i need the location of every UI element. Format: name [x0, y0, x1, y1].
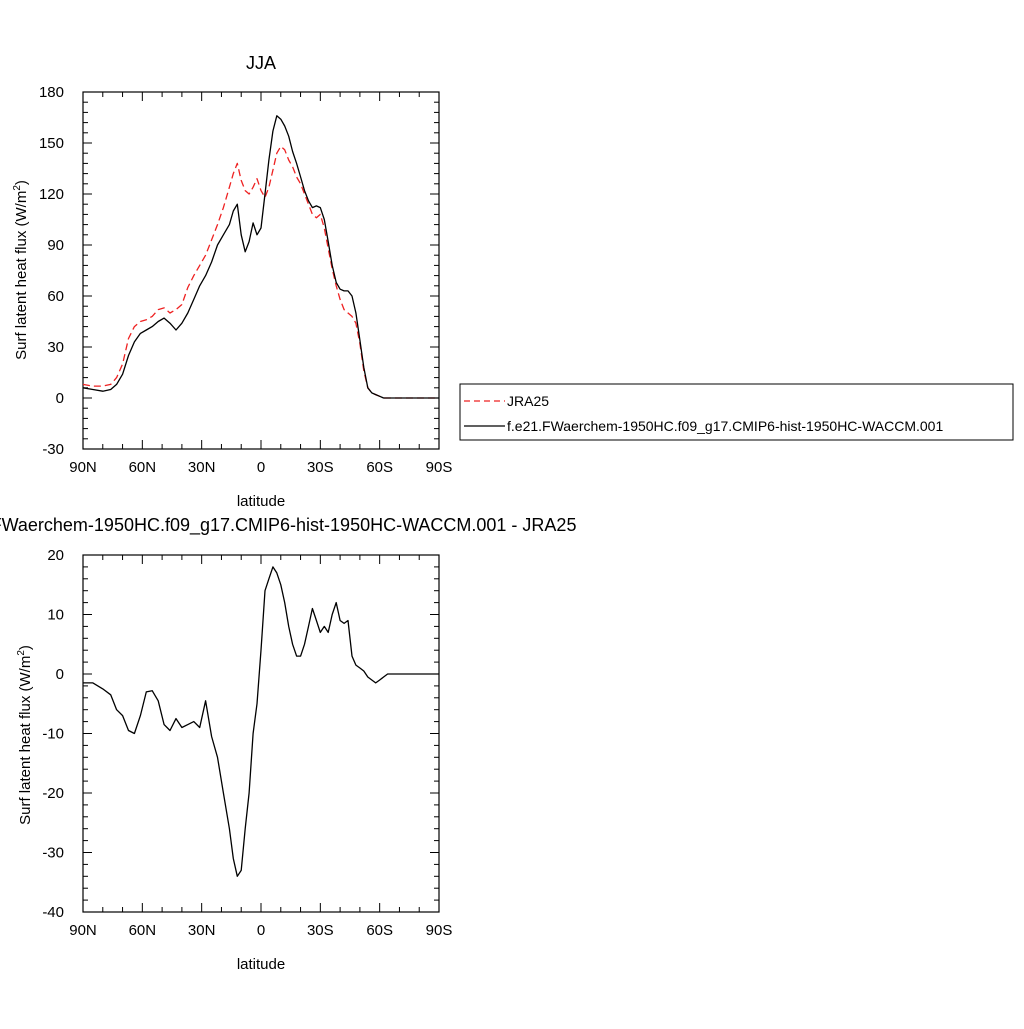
top-y-axis-label: Surf latent heat flux (W/m2) — [12, 180, 30, 360]
bottom-y-tick-label: -30 — [42, 845, 64, 862]
top-x-tick-label: 60N — [129, 459, 157, 476]
top-x-axis-label: latitude — [237, 493, 285, 510]
bottom-y-tick-label: 20 — [47, 547, 64, 564]
top-y-tick-label: 0 — [56, 390, 64, 407]
top-y-axis-label-tail: ) — [13, 180, 30, 185]
top-y-tick-label: 180 — [39, 84, 64, 101]
top-series-line-1 — [82, 115, 439, 399]
top-y-tick-label: 150 — [39, 135, 64, 152]
top-y-tick-label: 90 — [47, 237, 64, 254]
bottom-series-line-0 — [83, 566, 439, 877]
top-series-line-0 — [82, 145, 439, 399]
top-y-axis-label-main: Surf latent heat flux (W/m — [13, 191, 30, 360]
bottom-x-tick-label: 30S — [307, 922, 334, 939]
top-y-axis-label-sup: 2 — [12, 185, 23, 191]
legend-label-jra25: JRA25 — [507, 393, 549, 409]
bottom-plot-frame — [82, 554, 440, 913]
bottom-y-axis-label-tail: ) — [17, 645, 34, 650]
top-x-tick-label: 90N — [69, 459, 97, 476]
top-chart-title: JJA — [246, 53, 276, 73]
bottom-y-axis-label: Surf latent heat flux (W/m2) — [16, 645, 34, 825]
top-chart-panel: JJA 90N 60N 30N 0 30S 60S 90S -30 0 30 60 90 120 150 1… — [12, 53, 452, 510]
top-y-tick-label: -30 — [42, 441, 64, 458]
bottom-y-tick-label: -20 — [42, 785, 64, 802]
bottom-x-tick-label: 30N — [188, 922, 216, 939]
bottom-y-tick-label: -10 — [42, 726, 64, 743]
top-y-tick-label: 60 — [47, 288, 64, 305]
top-x-tick-label: 0 — [257, 459, 265, 476]
bottom-series-lines — [83, 566, 439, 877]
bottom-y-tick-label: 0 — [56, 666, 64, 683]
top-y-tick-label: 120 — [39, 186, 64, 203]
legend-box — [459, 383, 1014, 441]
bottom-x-tick-label: 0 — [257, 922, 265, 939]
top-plot-frame — [82, 91, 440, 450]
bottom-x-axis-label: latitude — [237, 956, 285, 973]
bottom-x-tick-label: 60S — [366, 922, 393, 939]
top-axis-ticks: 90N 60N 30N 0 30S 60S 90S -30 0 30 60 90 120 150 180 — [39, 84, 452, 476]
chart-legend: JRA25 f.e21.FWaerchem-1950HC.f09_g17.CMI… — [459, 383, 1014, 441]
top-x-tick-label: 90S — [426, 459, 453, 476]
bottom-y-tick-label: -40 — [42, 904, 64, 921]
top-series-lines — [82, 115, 439, 399]
top-x-tick-label: 30N — [188, 459, 216, 476]
bottom-y-axis-label-sup: 2 — [16, 650, 27, 656]
bottom-axis-ticks: 90N 60N 30N 0 30S 60S 90S -40 -30 -20 -10 0 10 20 — [42, 547, 452, 939]
legend-label-model: f.e21.FWaerchem-1950HC.f09_g17.CMIP6-his… — [507, 418, 943, 434]
bottom-x-tick-label: 60N — [129, 922, 157, 939]
bottom-y-tick-label: 10 — [47, 607, 64, 624]
bottom-y-axis-label-main: Surf latent heat flux (W/m — [17, 656, 34, 825]
bottom-chart-title: f.e21.FWaerchem-1950HC.f09_g17.CMIP6-his… — [0, 515, 576, 536]
bottom-x-tick-label: 90S — [426, 922, 453, 939]
top-y-tick-label: 30 — [47, 339, 64, 356]
top-x-tick-label: 60S — [366, 459, 393, 476]
bottom-chart-panel: f.e21.FWaerchem-1950HC.f09_g17.CMIP6-his… — [0, 515, 576, 973]
top-x-tick-label: 30S — [307, 459, 334, 476]
bottom-x-tick-label: 90N — [69, 922, 97, 939]
